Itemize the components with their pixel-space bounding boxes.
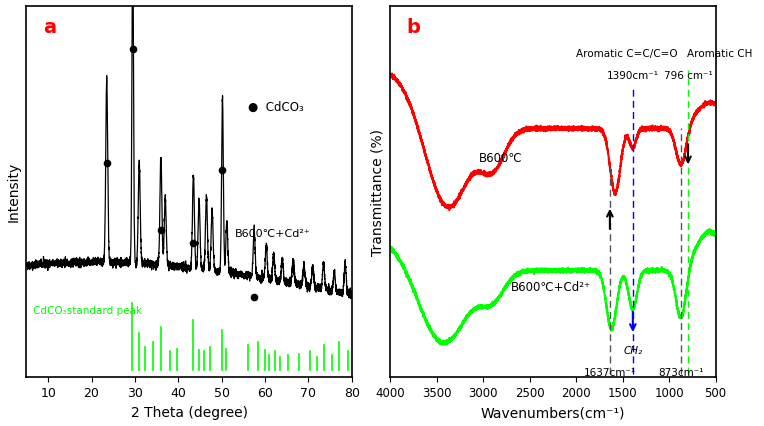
- Text: Aromatic CH: Aromatic CH: [687, 49, 752, 59]
- Text: B600℃+Cd²⁺: B600℃+Cd²⁺: [511, 280, 591, 293]
- Text: B600℃: B600℃: [478, 151, 523, 164]
- Text: Aromatic C=C/C=O: Aromatic C=C/C=O: [577, 49, 678, 59]
- Text: 1390cm⁻¹: 1390cm⁻¹: [607, 71, 659, 81]
- Text: CdCO₃standard peak: CdCO₃standard peak: [33, 305, 142, 316]
- Text: 1637cm⁻¹: 1637cm⁻¹: [584, 367, 636, 377]
- Text: a: a: [43, 18, 56, 37]
- Text: 873cm⁻¹: 873cm⁻¹: [658, 367, 704, 377]
- Text: B600℃+Cd²⁺: B600℃+Cd²⁺: [235, 229, 310, 239]
- Y-axis label: Intensity: Intensity: [7, 162, 21, 222]
- Text: ●  CdCO₃: ● CdCO₃: [248, 100, 303, 113]
- X-axis label: 2 Theta (degree): 2 Theta (degree): [131, 405, 248, 419]
- Text: b: b: [406, 18, 420, 37]
- Text: CH₂: CH₂: [623, 345, 643, 355]
- X-axis label: Wavenumbers(cm⁻¹): Wavenumbers(cm⁻¹): [481, 405, 625, 419]
- Text: 796 cm⁻¹: 796 cm⁻¹: [664, 71, 712, 81]
- Y-axis label: Transmittance (%): Transmittance (%): [371, 129, 385, 255]
